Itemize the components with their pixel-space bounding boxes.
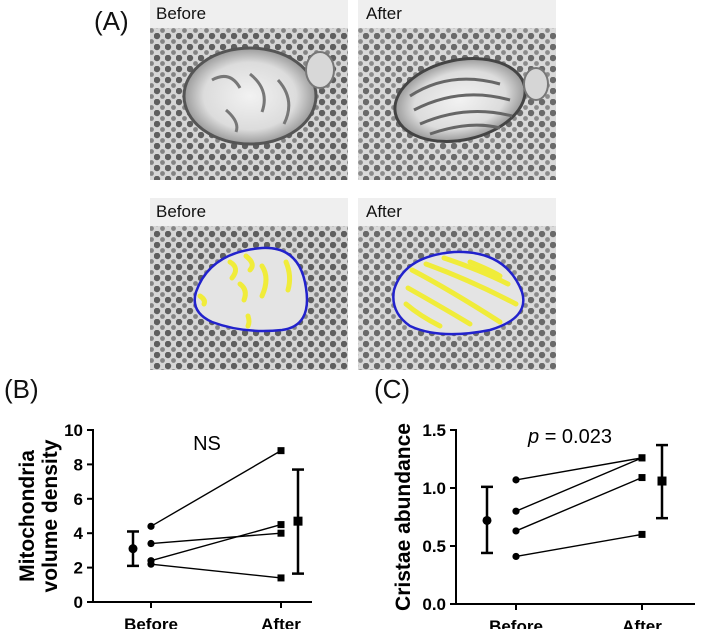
point-before <box>512 552 520 561</box>
point-before <box>147 522 155 530</box>
y-tick-label: 0 <box>74 593 83 612</box>
point-after <box>638 530 646 538</box>
point-before <box>147 539 155 548</box>
cristae-outlines <box>197 253 293 329</box>
mean-marker <box>293 516 303 526</box>
significance-value: NS <box>193 433 221 455</box>
point-before <box>512 507 520 515</box>
point-before <box>147 560 155 568</box>
point-before <box>512 527 520 535</box>
pair-line <box>150 450 282 527</box>
p-symbol: p <box>527 426 539 448</box>
point-after <box>277 447 285 455</box>
panel-a-letter: (A) <box>94 6 129 36</box>
micrograph-after-raw <box>358 0 556 180</box>
y-tick-label: 4 <box>74 524 84 543</box>
pair-line <box>515 457 643 512</box>
point-after <box>638 474 646 482</box>
micrograph-before-raw <box>150 0 348 180</box>
point-after <box>277 574 285 582</box>
micrograph-before-annotated <box>150 198 348 370</box>
point-after <box>277 529 285 537</box>
x-tick-label: After <box>622 617 662 629</box>
chart-c: Cristae abundance 0.0 0.5 1.0 1.5 Before After… <box>392 421 695 629</box>
y-tick-label: 10 <box>64 421 83 440</box>
chart-b: Mitochondriavolume density 0 2 4 6 8 10 Before A… <box>16 421 312 629</box>
y-tick-label: 8 <box>74 455 83 474</box>
y-tick-label: 0.5 <box>422 537 446 556</box>
y-tick-label: 1.5 <box>422 421 446 440</box>
x-tick-label: Before <box>124 615 178 629</box>
panel-a-micrographs <box>150 0 556 370</box>
mitochondrion-outline <box>193 246 309 333</box>
mean-marker <box>657 476 667 486</box>
y-tick-label: 2 <box>74 559 83 578</box>
point-before <box>512 476 520 484</box>
significance-annotation: NS <box>193 433 221 455</box>
pair-line <box>150 563 282 579</box>
y-axis-title: Mitochondriavolume density <box>16 439 62 592</box>
point-after <box>277 521 285 529</box>
label-before-top: Before <box>156 4 207 23</box>
x-tick-label: Before <box>489 617 543 629</box>
panel-c-letter: (C) <box>374 374 411 404</box>
label-after-top: After <box>366 4 402 23</box>
cristae-outlines <box>403 255 519 329</box>
x-tick-label: After <box>261 615 301 629</box>
pair-line <box>515 476 643 532</box>
y-tick-label: 1.0 <box>422 479 446 498</box>
pair-line <box>150 532 282 545</box>
pair-line <box>515 533 643 558</box>
y-axis-title-line: volume density <box>39 439 62 592</box>
label-after-bottom: After <box>366 202 402 221</box>
micrograph-after-annotated <box>358 198 556 370</box>
significance-annotation: p = 0.023 <box>527 426 612 448</box>
mean-marker <box>482 515 492 525</box>
panel-b-letter: (B) <box>4 374 39 404</box>
y-axis-title-line: Mitochondria <box>16 450 39 582</box>
pair-line <box>515 457 643 481</box>
mean-marker <box>128 544 138 554</box>
y-tick-label: 6 <box>74 490 83 509</box>
label-before-bottom: Before <box>156 202 207 221</box>
pair-line <box>150 523 282 562</box>
y-axis-title: Cristae abundance <box>392 423 415 611</box>
point-after <box>638 454 646 462</box>
y-tick-label: 0.0 <box>422 595 446 614</box>
significance-value: = 0.023 <box>539 426 612 448</box>
y-axis-title-line: Cristae abundance <box>392 423 415 611</box>
